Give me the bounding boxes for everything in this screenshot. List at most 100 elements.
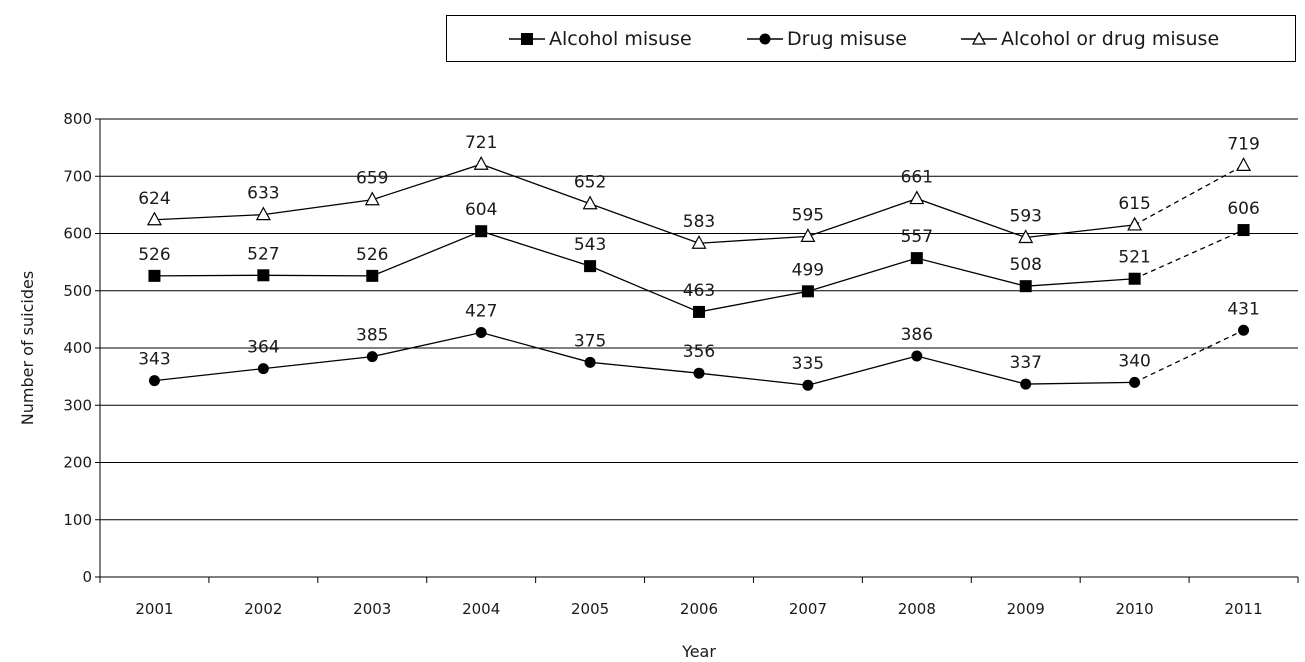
x-tick-label: 2011: [1224, 600, 1262, 618]
legend-label: Alcohol misuse: [549, 27, 692, 50]
data-point: [911, 350, 923, 362]
data-label: 606: [1227, 199, 1259, 219]
data-point: [473, 155, 489, 170]
data-point: [257, 363, 269, 375]
y-tick-label: 200: [63, 454, 92, 472]
data-point: [475, 327, 487, 339]
legend: Alcohol misuse Drug misuse Alcohol or dr…: [446, 15, 1296, 62]
data-point: [1237, 224, 1250, 237]
data-label: 463: [683, 281, 715, 301]
data-label: 521: [1118, 248, 1150, 268]
x-axis-title: Year: [681, 642, 716, 661]
data-label: 356: [683, 342, 715, 362]
open-triangle-marker-icon: [961, 31, 997, 45]
data-label: 427: [465, 302, 497, 322]
data-point: [364, 191, 380, 206]
data-point: [366, 269, 379, 282]
filled-circle-marker-icon: [747, 33, 783, 44]
data-point: [584, 260, 597, 273]
x-tick-label: 2003: [353, 600, 391, 618]
y-tick-label: 500: [63, 282, 92, 300]
x-tick-label: 2008: [898, 600, 936, 618]
series-lines: [154, 163, 1244, 386]
data-label: 499: [792, 260, 824, 280]
x-tick-label: 2006: [680, 600, 718, 618]
data-point: [909, 190, 925, 205]
data-point: [693, 367, 705, 379]
data-label: 431: [1227, 299, 1259, 319]
data-label: 557: [901, 227, 933, 247]
data-label: 508: [1010, 255, 1042, 275]
data-point: [148, 375, 160, 387]
data-label: 721: [465, 133, 497, 153]
y-tick-label: 800: [63, 110, 92, 128]
series-line-projection: [1134, 329, 1244, 383]
data-label: 633: [247, 184, 279, 204]
data-point: [584, 356, 596, 368]
data-label: 385: [356, 326, 388, 346]
data-labels: 526 527 526 604 543 463 499 557 508 521 606 343 364 3…: [138, 133, 1260, 374]
data-label: 527: [247, 244, 279, 264]
data-point: [257, 269, 270, 282]
series-line-projection: [1134, 164, 1244, 226]
x-tick-label: 2007: [789, 600, 827, 618]
data-label: 652: [574, 173, 606, 193]
y-tick-label: 700: [63, 167, 92, 185]
series-line: [154, 331, 1135, 386]
data-point: [146, 211, 162, 226]
data-label: 375: [574, 331, 606, 351]
y-tick-label: 400: [63, 339, 92, 357]
data-label: 364: [247, 338, 279, 358]
y-tick-label: 0: [82, 568, 92, 586]
data-label: 335: [792, 354, 824, 374]
data-label: 593: [1010, 207, 1042, 227]
data-label: 543: [574, 235, 606, 255]
data-point: [148, 269, 161, 282]
legend-label: Drug misuse: [787, 27, 907, 50]
data-label: 526: [138, 245, 170, 265]
data-point: [1129, 376, 1141, 388]
y-tick-label: 600: [63, 225, 92, 243]
x-tick-label: 2001: [135, 600, 173, 618]
data-point: [1236, 157, 1252, 171]
data-point: [800, 228, 816, 242]
x-tick-label: 2002: [244, 600, 282, 618]
data-label: 340: [1118, 351, 1150, 371]
x-axis-ticks: 2001 2002 2003 2004 2005 2006 2007 2008 2009 2010…: [99, 577, 1299, 618]
legend-item-alcohol-misuse: Alcohol misuse: [507, 16, 692, 61]
legend-item-drug-misuse: Drug misuse: [745, 16, 907, 61]
data-label: 624: [138, 189, 170, 209]
data-point: [801, 285, 814, 298]
data-point: [366, 351, 378, 363]
data-point: [693, 305, 705, 318]
x-tick-label: 2009: [1007, 600, 1045, 618]
data-point: [802, 379, 814, 391]
data-label: 604: [465, 200, 497, 220]
series-line-projection: [1134, 229, 1244, 280]
gridlines: [100, 118, 1298, 521]
legend-label: Alcohol or drug misuse: [1001, 27, 1220, 50]
data-label: 386: [901, 325, 933, 345]
data-label: 661: [901, 168, 933, 188]
y-axis-ticks: 0 100 200 300 400 500 600 700 800: [63, 110, 100, 586]
data-point: [475, 225, 488, 238]
series-markers: [146, 155, 1252, 391]
y-tick-label: 100: [63, 511, 92, 529]
data-point: [1128, 272, 1141, 285]
data-point: [255, 206, 271, 221]
series-line: [154, 163, 1135, 244]
y-axis-title: Number of suicides: [18, 271, 37, 425]
data-label: 526: [356, 245, 388, 265]
series-line: [154, 230, 1135, 313]
data-point: [1127, 216, 1143, 231]
data-point: [1020, 378, 1032, 390]
data-point: [910, 252, 923, 265]
data-point: [691, 234, 707, 249]
data-point: [1019, 280, 1032, 293]
data-label: 595: [792, 205, 824, 225]
data-point: [1018, 229, 1034, 244]
data-label: 719: [1227, 134, 1259, 154]
data-label: 659: [356, 169, 388, 189]
filled-square-marker-icon: [509, 32, 545, 45]
